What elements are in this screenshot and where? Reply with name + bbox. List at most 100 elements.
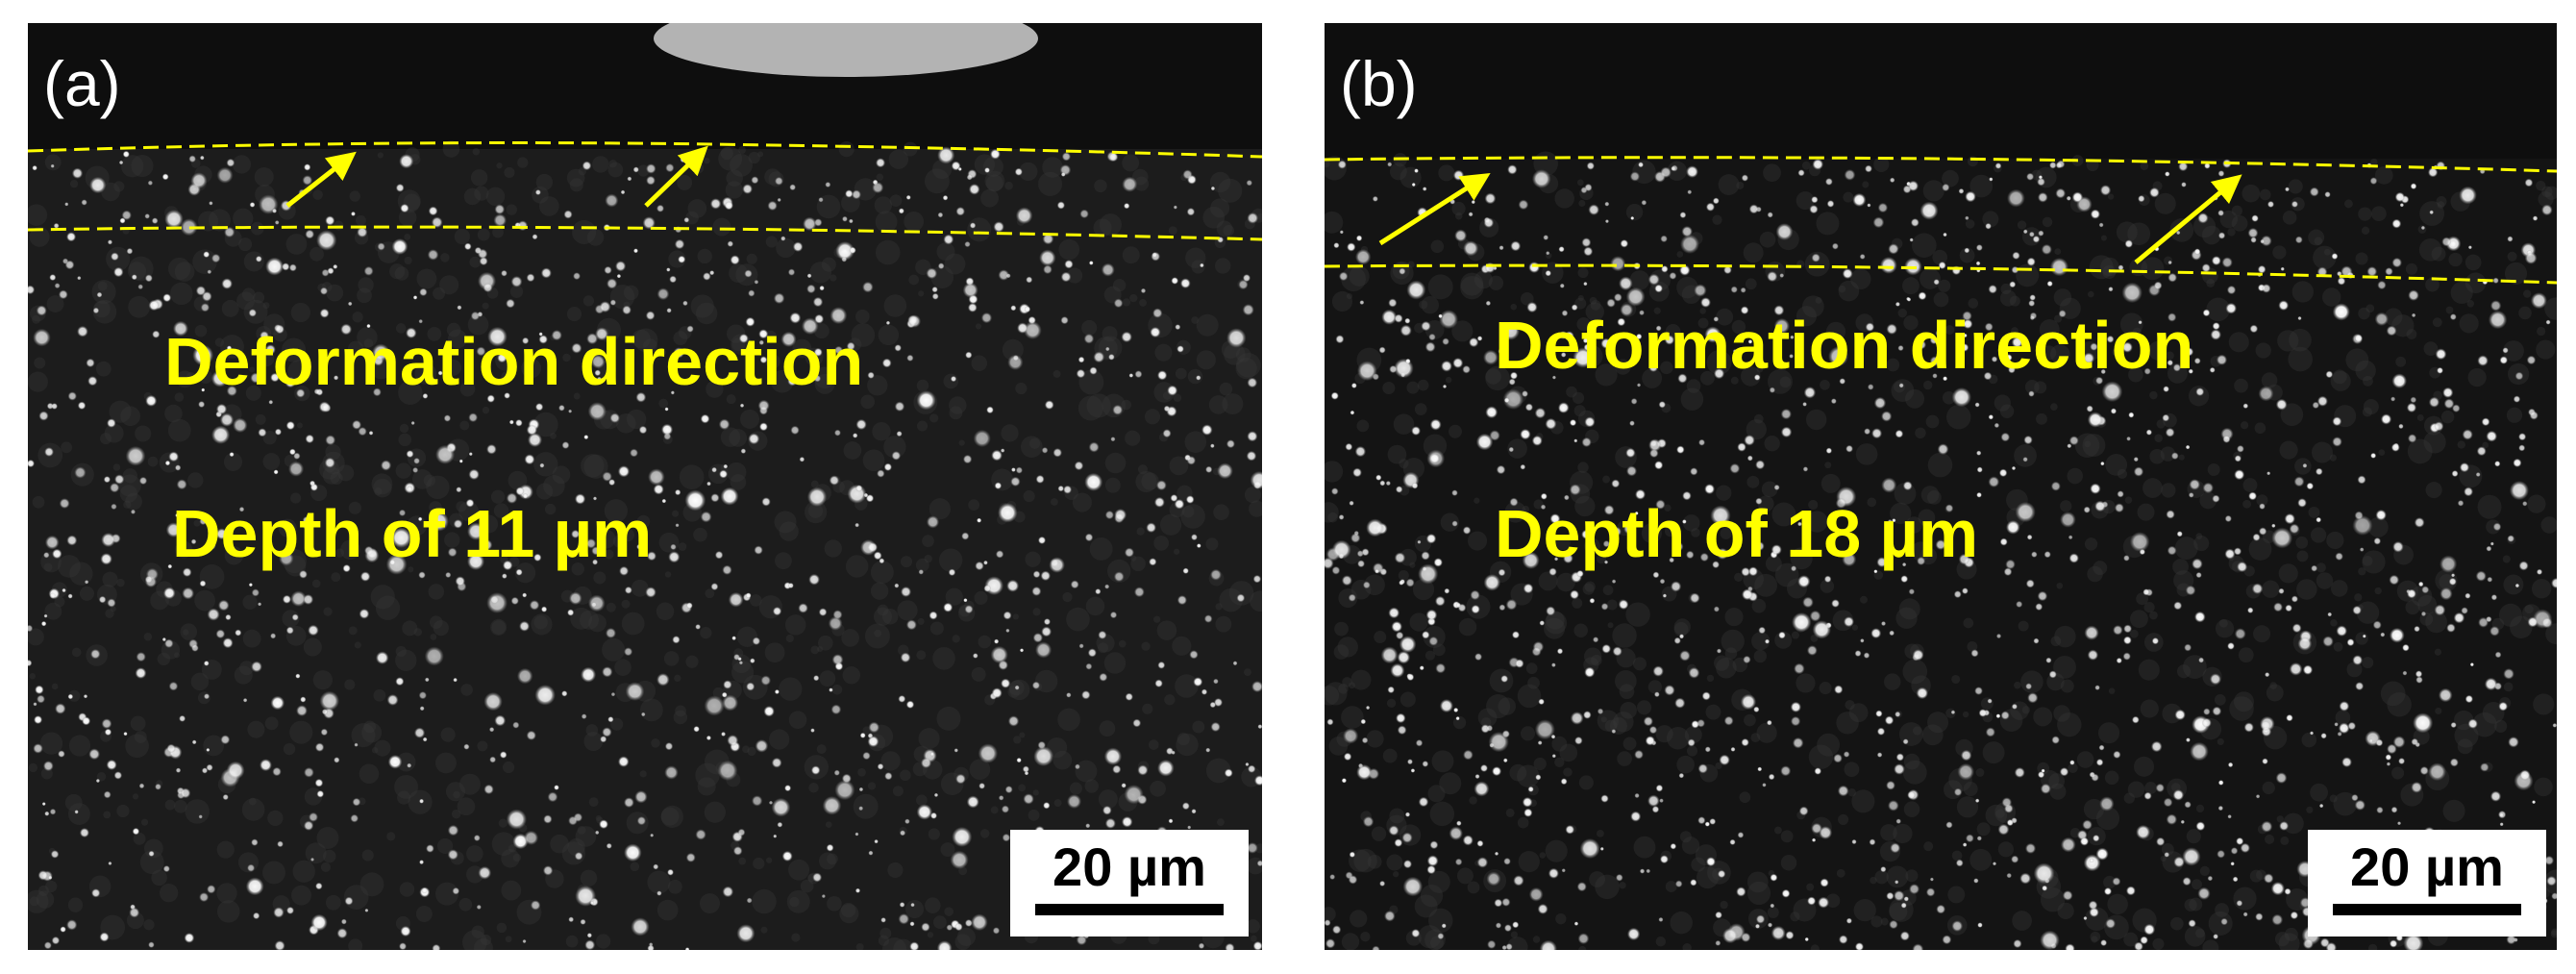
precipitate [1834, 685, 1844, 694]
precipitate [884, 771, 893, 781]
precipitate [2489, 790, 2502, 802]
texture [1625, 203, 1644, 221]
precipitate [1973, 878, 1979, 884]
texture [596, 529, 616, 549]
texture [1619, 684, 1635, 700]
precipitate [1385, 480, 1391, 487]
precipitate [419, 706, 425, 712]
texture [32, 495, 45, 509]
precipitate [1064, 260, 1074, 269]
precipitate [1177, 595, 1188, 606]
texture [2445, 306, 2454, 314]
precipitate [2398, 423, 2404, 430]
precipitate [308, 812, 319, 822]
texture [1235, 352, 1261, 378]
precipitate [303, 593, 314, 606]
precipitate [2513, 395, 2521, 403]
precipitate [265, 257, 285, 276]
precipitate [1495, 922, 1502, 929]
texture [1180, 504, 1205, 529]
precipitate [2439, 555, 2458, 573]
precipitate [831, 654, 844, 666]
precipitate [1087, 648, 1097, 658]
precipitate [1712, 561, 1720, 569]
precipitate [2545, 319, 2551, 325]
precipitate [2176, 531, 2183, 537]
texture [1028, 809, 1040, 821]
precipitate [1523, 808, 1533, 817]
precipitate [77, 275, 82, 281]
precipitate [1755, 460, 1766, 470]
precipitate [207, 269, 212, 275]
texture [839, 904, 859, 924]
precipitate [1569, 484, 1581, 496]
precipitate [1704, 326, 1721, 343]
precipitate [852, 433, 858, 438]
precipitate [789, 312, 802, 324]
texture [1903, 801, 1920, 817]
precipitate [2184, 801, 2192, 809]
texture [1720, 527, 1732, 539]
precipitate [950, 850, 969, 869]
precipitate [314, 742, 325, 752]
precipitate [96, 291, 103, 298]
precipitate [406, 450, 414, 459]
texture [533, 452, 558, 477]
texture [588, 613, 607, 633]
texture [1474, 270, 1493, 289]
precipitate [1114, 508, 1127, 522]
texture [1142, 703, 1153, 714]
precipitate [1881, 477, 1897, 493]
texture [1451, 320, 1474, 342]
precipitate [534, 403, 544, 412]
texture [927, 932, 934, 938]
precipitate [574, 852, 583, 861]
precipitate [759, 356, 768, 364]
precipitate [2249, 324, 2259, 334]
precipitate [1329, 874, 1336, 881]
texture [1072, 492, 1092, 512]
precipitate [1778, 631, 1786, 639]
texture [1625, 602, 1650, 627]
precipitate [419, 287, 428, 297]
surface-region [1325, 23, 2557, 159]
precipitate [2060, 512, 2076, 528]
precipitate [1890, 842, 1901, 854]
precipitate [1356, 361, 1377, 382]
texture [944, 907, 954, 916]
texture [544, 503, 557, 515]
texture [704, 801, 726, 823]
precipitate [273, 324, 283, 333]
precipitate [538, 335, 548, 344]
scale-bar-label: 20 µm [1053, 837, 1206, 897]
precipitate [1022, 765, 1029, 773]
texture [2060, 679, 2074, 693]
precipitate [1780, 765, 1792, 777]
precipitate [1652, 665, 1664, 677]
precipitate [268, 399, 274, 405]
precipitate [2116, 657, 2122, 664]
texture [1808, 499, 1819, 511]
texture [1431, 750, 1454, 773]
texture [1853, 899, 1876, 922]
texture [1078, 369, 1104, 395]
precipitate [340, 323, 353, 336]
precipitate [1998, 468, 2008, 478]
precipitate [2373, 537, 2382, 545]
texture [140, 818, 149, 826]
texture [1215, 603, 1223, 611]
texture [131, 154, 154, 178]
precipitate [211, 425, 231, 444]
texture [1342, 677, 1352, 687]
texture [183, 629, 189, 636]
precipitate [965, 351, 973, 359]
precipitate [610, 691, 616, 697]
precipitate [2020, 361, 2026, 366]
texture [521, 358, 542, 379]
texture [900, 769, 911, 782]
precipitate [1583, 343, 1591, 351]
precipitate [2250, 237, 2257, 243]
texture [877, 604, 889, 616]
texture [785, 634, 794, 643]
